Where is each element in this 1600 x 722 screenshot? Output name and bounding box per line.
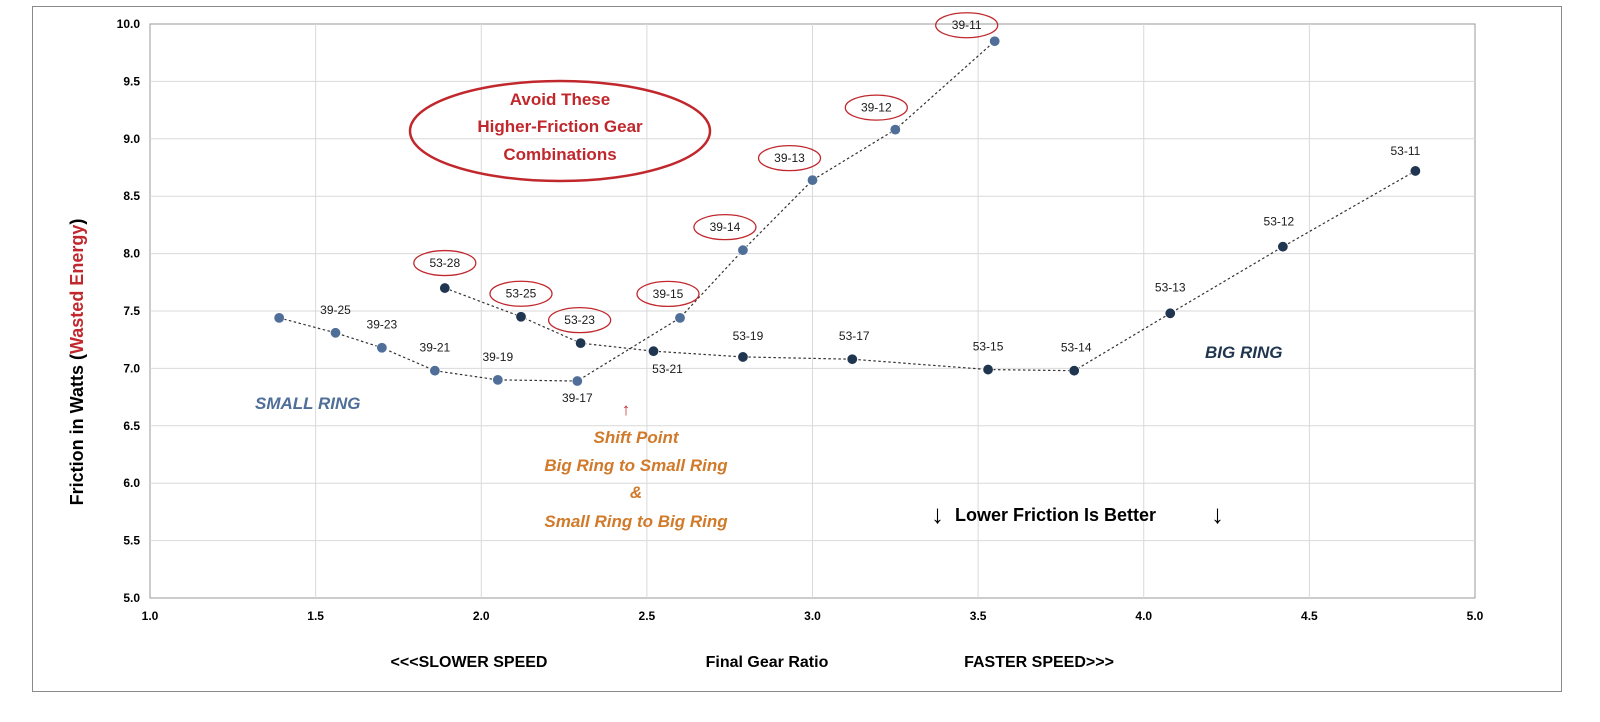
point-label-39-23: 39-23 [367,318,398,332]
data-point-unlabeled [273,312,285,324]
y-tick-label: 5.5 [123,534,140,548]
callout-ellipse-39-11 [935,12,999,39]
better-left-arrow-icon: ↓ [931,499,944,529]
callout-ellipse-53-23 [547,306,612,334]
data-point-39-17 [571,375,583,387]
data-point-39-12 [889,124,901,136]
y-axis-title: Friction in Watts (Wasted Energy) [67,219,87,506]
data-point-39-15 [674,312,686,324]
shift-line-4: Small Ring to Big Ring [544,512,728,531]
point-label-39-21: 39-21 [420,341,451,355]
shift-line-2: Big Ring to Small Ring [544,456,728,475]
data-point-53-12 [1277,241,1289,253]
data-point-53-17 [846,353,858,365]
avoid-callout-ellipse [408,79,712,183]
data-point-39-13 [806,174,818,186]
point-label-53-19: 53-19 [733,329,764,343]
x-tick-label: 3.0 [804,609,821,623]
y-tick-label: 9.0 [123,132,140,146]
y-tick-label: 9.5 [123,74,140,88]
point-label-53-17: 53-17 [839,329,870,343]
data-point-39-19 [492,374,504,386]
chart-frame: 1.0 1.5 2.0 2.5 3.0 3.5 4.0 4.5 5.0 5.0 5.5 6.0 6.5 7… [32,6,1562,692]
point-label-39-19: 39-19 [482,350,513,364]
y-tick-label: 7.5 [123,304,140,318]
x-axis-left-label: <<<SLOWER SPEED [391,654,548,671]
shift-line-3: & [630,483,642,502]
point-label-53-25: 53-25 [506,287,537,301]
point-label-53-13: 53-13 [1155,280,1186,294]
data-point-53-14 [1068,365,1080,377]
data-point-39-25 [329,327,341,339]
better-right-arrow-icon: ↓ [1211,499,1224,529]
x-tick-label: 4.5 [1301,609,1318,623]
point-label-53-14: 53-14 [1061,341,1092,355]
point-labels: 39-25 39-23 39-21 39-19 39-17 39-15 39-14 39-13… [320,12,1421,405]
series-line-big-ring [444,170,1416,372]
grid-layer [149,23,1476,599]
data-point-53-13 [1164,307,1176,319]
point-label-53-12: 53-12 [1264,215,1295,229]
series-lines [279,40,1416,382]
data-point-39-14 [737,244,749,256]
data-point-39-21 [429,365,441,377]
point-label-39-25: 39-25 [320,303,351,317]
point-label-39-11: 39-11 [952,18,982,32]
y-tick-label: 6.0 [123,476,140,490]
data-point-39-11 [989,35,1001,47]
y-tick-label: 8.0 [123,247,140,261]
point-label-39-13: 39-13 [774,151,805,165]
y-tick-label: 6.5 [123,419,140,433]
avoid-line-2: Higher-Friction Gear [477,117,643,136]
data-point-39-23 [376,342,388,354]
y-tick-label: 10.0 [117,17,141,31]
point-label-39-17: 39-17 [562,391,593,405]
data-point-53-21 [647,345,659,357]
y-tick-label: 7.0 [123,361,140,375]
data-point-53-11 [1409,165,1421,177]
series-points [273,35,1421,387]
x-axis-title: Final Gear Ratio [706,654,829,671]
better-text: Lower Friction Is Better [955,505,1156,525]
x-tick-label: 5.0 [1467,609,1484,623]
data-point-53-23 [575,337,587,349]
point-label-39-15: 39-15 [653,287,684,301]
x-tick-label: 2.0 [473,609,490,623]
data-point-53-15 [982,364,994,376]
shift-arrow-icon: ↑ [622,400,631,419]
y-tick-label: 8.5 [123,189,140,203]
y-tick-label: 5.0 [123,591,140,605]
callout-ellipse-39-13 [757,144,822,172]
data-point-53-28 [439,282,451,294]
x-tick-label: 4.0 [1135,609,1152,623]
x-tick-label: 1.5 [307,609,324,623]
callout-ellipse-39-14 [693,214,757,241]
x-axis-right-label: FASTER SPEED>>> [964,654,1114,671]
x-tick-label: 2.5 [639,609,656,623]
avoid-line-3: Combinations [503,145,616,164]
point-label-39-12: 39-12 [861,101,892,115]
point-label-53-11: 53-11 [1390,144,1420,158]
callout-ellipse-53-28 [413,249,477,277]
callout-ellipse-39-12 [844,94,908,121]
x-tick-label: 1.0 [142,609,159,623]
point-label-39-14: 39-14 [710,220,741,234]
callout-ellipse-39-15 [636,280,700,308]
point-label-53-15: 53-15 [973,340,1004,354]
shift-line-1: Shift Point [594,428,680,447]
gear-friction-chart: 1.0 1.5 2.0 2.5 3.0 3.5 4.0 4.5 5.0 5.0 5.5 6.0 6.5 7… [67,12,1484,671]
callout-ellipse-53-25 [489,280,553,307]
x-tick-label: 3.5 [970,609,987,623]
point-label-53-28: 53-28 [429,256,460,270]
big-ring-label: BIG RING [1205,343,1282,362]
small-ring-label: SMALL RING [255,394,360,413]
data-point-53-25 [515,311,527,323]
tick-layer: 1.0 1.5 2.0 2.5 3.0 3.5 4.0 4.5 5.0 5.0 5.5 6.0 6.5 7… [117,17,1484,623]
point-label-53-23: 53-23 [564,313,595,327]
series-line-small-ring [279,40,996,382]
avoid-line-1: Avoid These [510,90,610,109]
data-point-53-19 [737,351,749,363]
point-label-53-21: 53-21 [652,362,683,376]
